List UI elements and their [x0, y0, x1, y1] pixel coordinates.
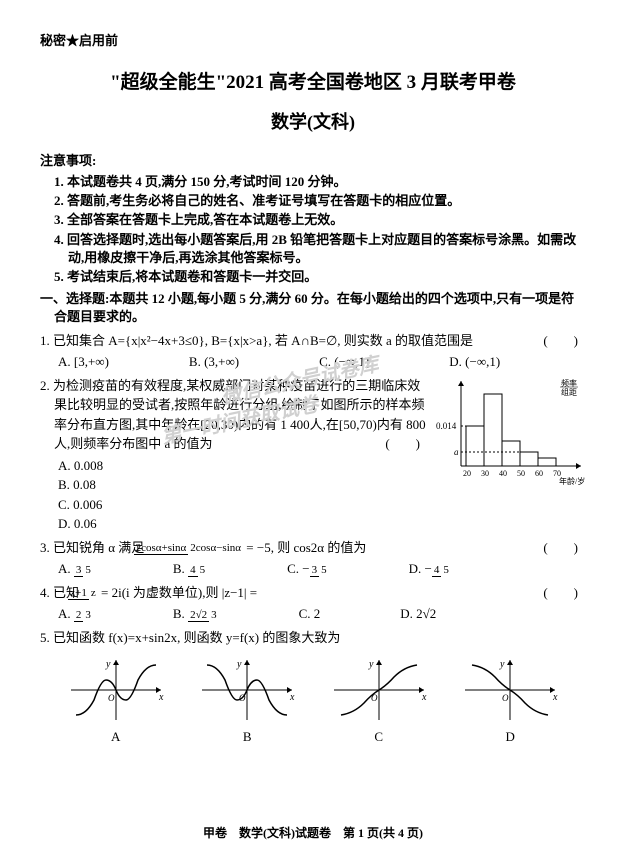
svg-text:年龄/岁: 年龄/岁 — [559, 476, 585, 486]
page-footer: 甲卷 数学(文科)试题卷 第 1 页(共 4 页) — [0, 824, 626, 841]
svg-text:y: y — [236, 659, 242, 670]
histogram-chart: 0.014 a 20 30 40 50 60 70 年龄/岁 频率 组距 — [436, 376, 586, 486]
svg-text:y: y — [105, 659, 111, 670]
question-1: 1. 已知集合 A={x|x²−4x+3≤0}, B={x|x>a}, 若 A∩… — [40, 331, 586, 372]
svg-text:60: 60 — [535, 469, 543, 478]
q3-opt-d: D. −45 — [409, 559, 451, 579]
q1-opt-a: A. [3,+∞) — [58, 352, 109, 372]
question-3: 3. 已知锐角 α 满足 2cosα+sinα2cosα−sinα = −5, … — [40, 538, 586, 579]
q2-opt-b: B. 0.08 — [58, 475, 428, 495]
q2-opt-c: C. 0.006 — [58, 495, 428, 515]
svg-text:a: a — [454, 447, 459, 457]
svg-text:x: x — [421, 692, 427, 703]
graph-option-d: x y O D — [455, 655, 565, 747]
answer-paren: ( ) — [557, 331, 578, 351]
svg-text:O: O — [108, 693, 115, 703]
svg-text:0.014: 0.014 — [436, 421, 457, 431]
q4-post: = 2i(i 为虚数单位),则 |z−1| = — [101, 585, 257, 600]
q4-opt-c: C. 2 — [299, 604, 321, 624]
svg-text:20: 20 — [463, 469, 471, 478]
notice-item: 1. 本试题卷共 4 页,满分 150 分,考试时间 120 分钟。 — [40, 173, 586, 191]
graph-label-c: C — [324, 727, 434, 747]
svg-text:x: x — [158, 692, 164, 703]
graph-option-b: x y O B — [192, 655, 302, 747]
q5-text: 5. 已知函数 f(x)=x+sin2x, 则函数 y=f(x) 的图象大致为 — [40, 630, 340, 645]
svg-text:O: O — [502, 693, 509, 703]
q3-opt-c: C. −35 — [287, 559, 329, 579]
q4-opt-a: A. 23 — [58, 604, 93, 624]
q1-opt-b: B. (3,+∞) — [189, 352, 239, 372]
answer-paren: ( ) — [557, 538, 578, 558]
confidential-label: 秘密★启用前 — [40, 30, 586, 49]
svg-text:30: 30 — [481, 469, 489, 478]
question-4: 4. 已知 z+1z = 2i(i 为虚数单位),则 |z−1| = ( ) A… — [40, 583, 586, 624]
graph-option-a: x y O A — [61, 655, 171, 747]
svg-text:y: y — [499, 659, 505, 670]
q4-opt-b: B. 2√23 — [173, 604, 219, 624]
answer-paren: ( ) — [557, 583, 578, 603]
q3-opt-b: B. 45 — [173, 559, 207, 579]
question-2: 微信公众号试卷库 第一时间获取试卷 2. 为检测疫苗的有效程度,某权威部门对某种… — [40, 376, 586, 534]
svg-text:50: 50 — [517, 469, 525, 478]
histogram-svg: 0.014 a 20 30 40 50 60 70 年龄/岁 频率 组距 — [436, 376, 586, 486]
exam-title: "超级全能生"2021 高考全国卷地区 3 月联考甲卷 — [40, 67, 586, 94]
answer-paren: ( ) — [399, 434, 420, 454]
exam-subtitle: 数学(文科) — [40, 108, 586, 134]
svg-text:x: x — [552, 692, 558, 703]
notice-item: 3. 全部答案在答题卡上完成,答在本试题卷上无效。 — [40, 211, 586, 229]
q4-opt-d: D. 2√2 — [400, 604, 436, 624]
notice-item: 5. 考试结束后,将本试题卷和答题卡一并交回。 — [40, 268, 586, 286]
graph-option-c: x y O C — [324, 655, 434, 747]
question-5: 5. 已知函数 f(x)=x+sin2x, 则函数 y=f(x) 的图象大致为 … — [40, 628, 586, 747]
svg-text:y: y — [368, 659, 374, 670]
q1-opt-c: C. (−∞,1] — [319, 352, 369, 372]
q3-pre: 3. 已知锐角 α 满足 — [40, 540, 148, 555]
svg-text:组距: 组距 — [561, 387, 577, 397]
q1-opt-d: D. (−∞,1) — [449, 352, 500, 372]
q2-text: 2. 为检测疫苗的有效程度,某权威部门对某种疫苗进行的三期临床效果比较明显的受试… — [40, 378, 426, 452]
svg-text:频率: 频率 — [561, 378, 577, 388]
graph-label-d: D — [455, 727, 565, 747]
notice-item: 4. 回答选择题时,选出每小题答案后,用 2B 铅笔把答题卡上对应题目的答案标号… — [40, 231, 586, 267]
q2-opt-d: D. 0.06 — [58, 514, 428, 534]
q2-opt-a: A. 0.008 — [58, 456, 428, 476]
graph-label-b: B — [192, 727, 302, 747]
section-header: 一、选择题:本题共 12 小题,每小题 5 分,满分 60 分。在每小题给出的四… — [40, 290, 586, 326]
q1-text: 1. 已知集合 A={x|x²−4x+3≤0}, B={x|x>a}, 若 A∩… — [40, 333, 473, 348]
svg-text:x: x — [289, 692, 295, 703]
svg-text:40: 40 — [499, 469, 507, 478]
notice-header: 注意事项: — [40, 150, 586, 169]
graph-label-a: A — [61, 727, 171, 747]
q3-post: = −5, 则 cos2α 的值为 — [246, 540, 366, 555]
notice-item: 2. 答题前,考生务必将自己的姓名、准考证号填写在答题卡的相应位置。 — [40, 192, 586, 210]
q3-opt-a: A. 35 — [58, 559, 93, 579]
